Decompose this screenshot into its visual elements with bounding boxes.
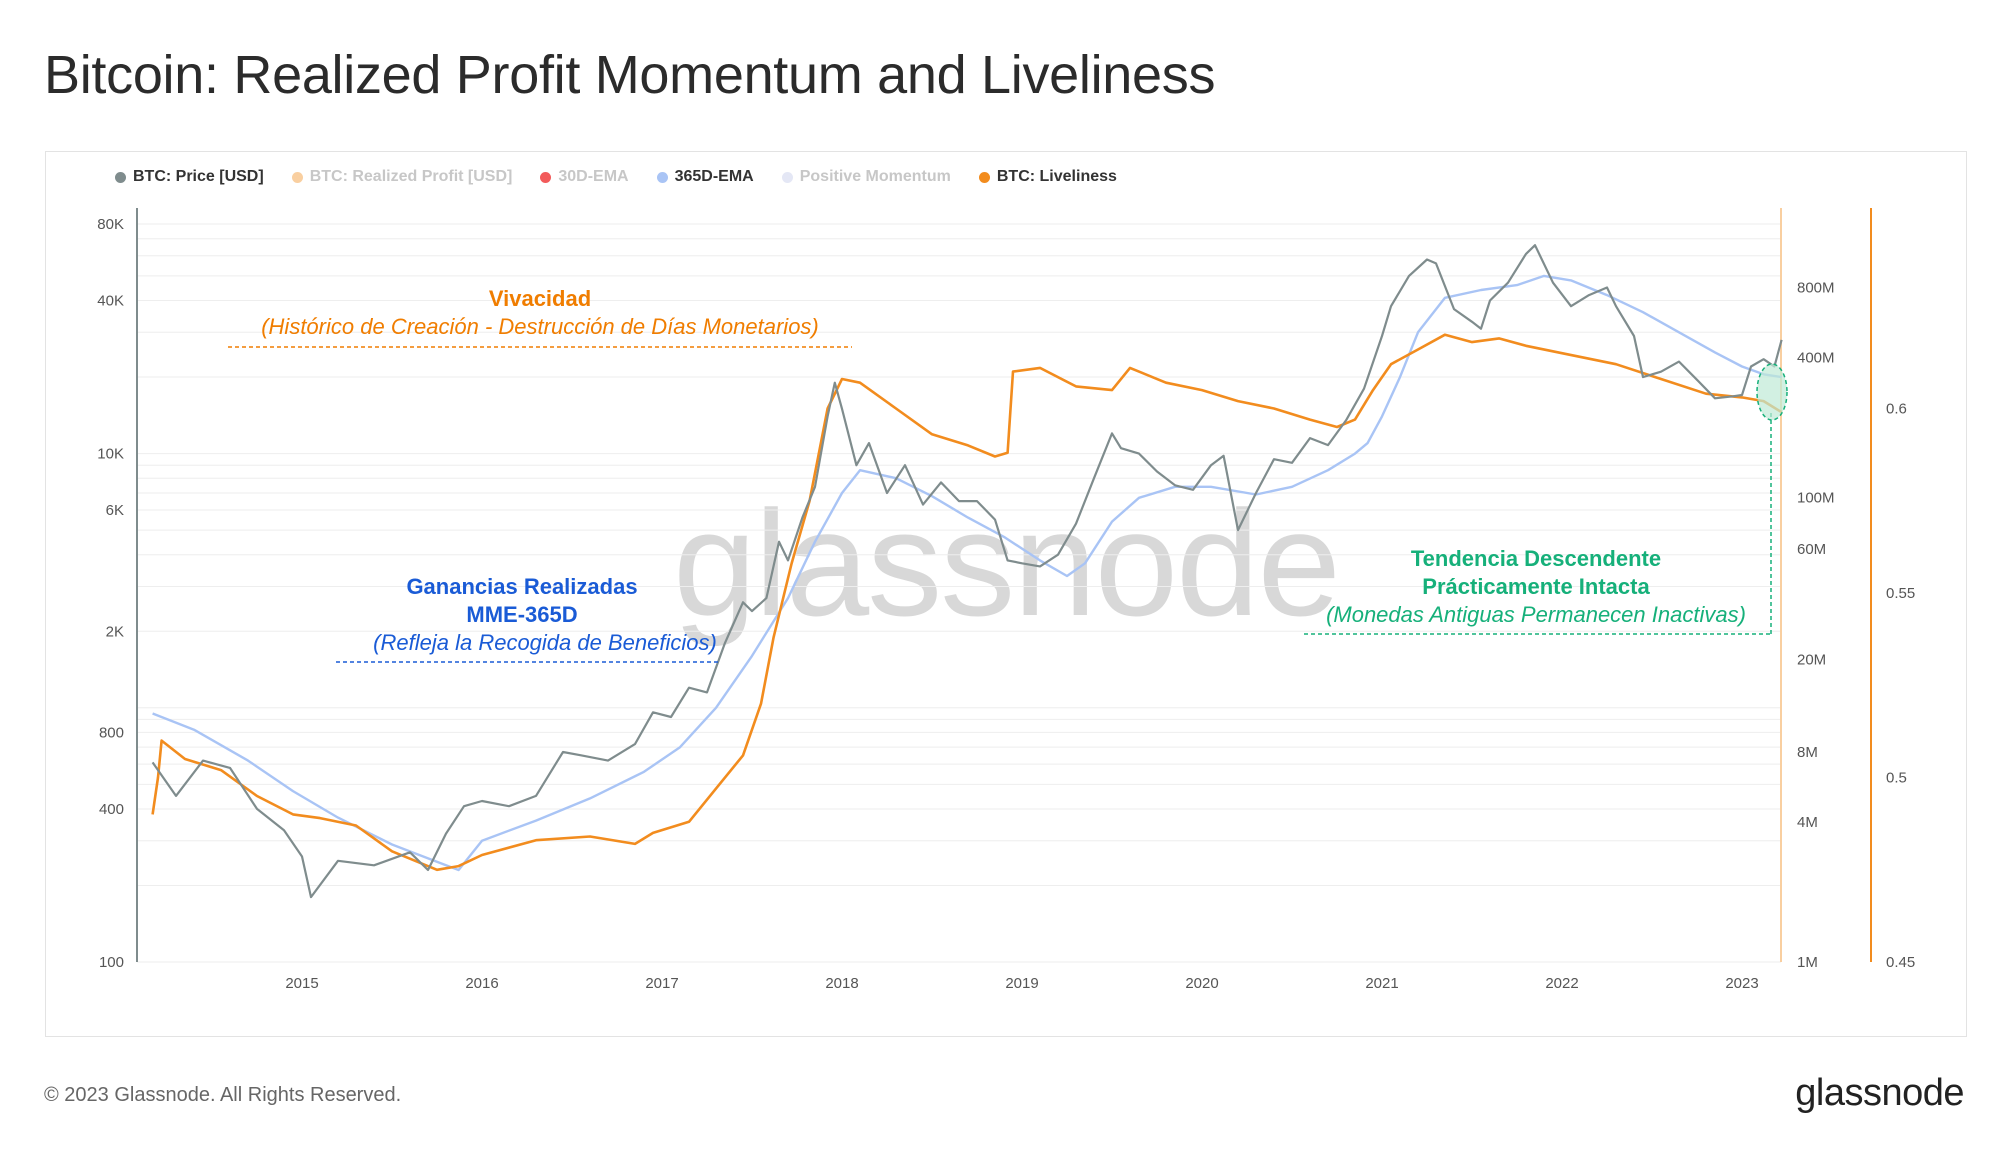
page-title: Bitcoin: Realized Profit Momentum and Li…: [44, 45, 1216, 105]
x-tick-label: 2020: [1185, 975, 1218, 992]
grid: [137, 223, 1781, 963]
x-tick-label: 2016: [465, 975, 498, 992]
x-tick-label: 2019: [1005, 975, 1038, 992]
annotation-realized-title2: MME-365D: [466, 602, 577, 627]
x-tick-label: 2018: [825, 975, 858, 992]
watermark: glassnode: [673, 479, 1339, 647]
x-tick-label: 2017: [645, 975, 678, 992]
axes: 80K 40K 10K 6K 2K 800 400 100 800M 400M 100M 60M 20M…: [97, 208, 1915, 992]
legend-label: BTC: Liveliness: [996, 168, 1117, 185]
legend-label: Positive Momentum: [799, 168, 951, 185]
legend-item-365d-ema[interactable]: 365D-EMA: [656, 168, 754, 186]
legend-dot-icon: [656, 171, 668, 183]
y-left-tick-label: 2K: [106, 623, 124, 640]
annotation-realized-title1: Ganancias Realizadas: [406, 574, 637, 599]
x-tick-label: 2023: [1725, 975, 1758, 992]
copyright-text: © 2023 Glassnode. All Rights Reserved.: [44, 1084, 402, 1106]
legend-item-liveliness[interactable]: BTC: Liveliness: [978, 168, 1117, 186]
y-right-tick-label: 0.6: [1886, 401, 1907, 418]
y-left-tick-label: 6K: [106, 502, 124, 519]
legend-item-price[interactable]: BTC: Price [USD]: [115, 168, 264, 186]
y-left-tick-label: 400: [99, 801, 124, 818]
legend-dot-icon: [115, 171, 126, 183]
series-line-btc-price-usd-: [151, 244, 1783, 899]
annotation-realized-subtitle: (Refleja la Recogida de Beneficios): [373, 630, 717, 655]
y-mid-tick-label: 20M: [1797, 652, 1826, 669]
annotation-downtrend-title1: Tendencia Descendente: [1411, 546, 1661, 571]
y-left-tick-label: 800: [99, 724, 124, 741]
legend-label: 365D-EMA: [674, 168, 754, 185]
y-mid-tick-label: 1M: [1797, 954, 1818, 971]
legend-item-positive-momentum[interactable]: Positive Momentum: [781, 168, 951, 186]
y-left-tick-label: 80K: [97, 216, 124, 233]
legend-label: BTC: Price [USD]: [133, 168, 264, 185]
legend-dot-icon: [978, 171, 990, 183]
y-left-tick-label: 10K: [97, 446, 124, 463]
chart-panel: [45, 151, 1967, 1037]
legend-dot-icon: [291, 171, 303, 183]
y-right-tick-label: 0.5: [1886, 770, 1907, 787]
annotation-downtrend-title2: Prácticamente Intacta: [1422, 574, 1650, 599]
annotation-downtrend-highlight: [1756, 363, 1788, 421]
x-tick-label: 2015: [285, 975, 318, 992]
y-mid-tick-label: 8M: [1797, 744, 1818, 761]
series-line-365d-ema: [152, 274, 1782, 872]
annotations: Vivacidad (Histórico de Creación - Destr…: [228, 286, 1788, 663]
series-layer: [151, 244, 1783, 899]
y-mid-tick-label: 4M: [1797, 814, 1818, 831]
annotation-liveliness-title: Vivacidad: [489, 286, 591, 311]
legend-item-realized-profit[interactable]: BTC: Realized Profit [USD]: [291, 168, 513, 186]
y-mid-tick-label: 60M: [1797, 541, 1826, 558]
y-mid-tick-label: 800M: [1797, 279, 1835, 296]
chart-legend: BTC: Price [USD] BTC: Realized Profit [U…: [115, 168, 1117, 186]
y-left-tick-label: 100: [99, 954, 124, 971]
y-right-tick-label: 0.45: [1886, 954, 1915, 971]
y-left-tick-label: 40K: [97, 293, 124, 310]
legend-item-30d-ema[interactable]: 30D-EMA: [540, 168, 629, 186]
legend-dot-icon: [540, 171, 552, 183]
glassnode-logo[interactable]: glassnode: [1795, 1072, 1964, 1114]
x-tick-label: 2021: [1365, 975, 1398, 992]
legend-label: 30D-EMA: [558, 168, 629, 185]
annotation-liveliness-subtitle: (Histórico de Creación - Destrucción de …: [261, 314, 819, 339]
series-line-btc-liveliness: [151, 333, 1783, 872]
x-tick-label: 2022: [1545, 975, 1578, 992]
legend-label: BTC: Realized Profit [USD]: [309, 168, 513, 185]
legend-dot-icon: [781, 171, 793, 183]
annotation-downtrend-subtitle: (Monedas Antiguas Permanecen Inactivas): [1326, 602, 1746, 627]
y-mid-tick-label: 100M: [1797, 489, 1835, 506]
y-mid-tick-label: 400M: [1797, 349, 1835, 366]
y-right-tick-label: 0.55: [1886, 585, 1915, 602]
